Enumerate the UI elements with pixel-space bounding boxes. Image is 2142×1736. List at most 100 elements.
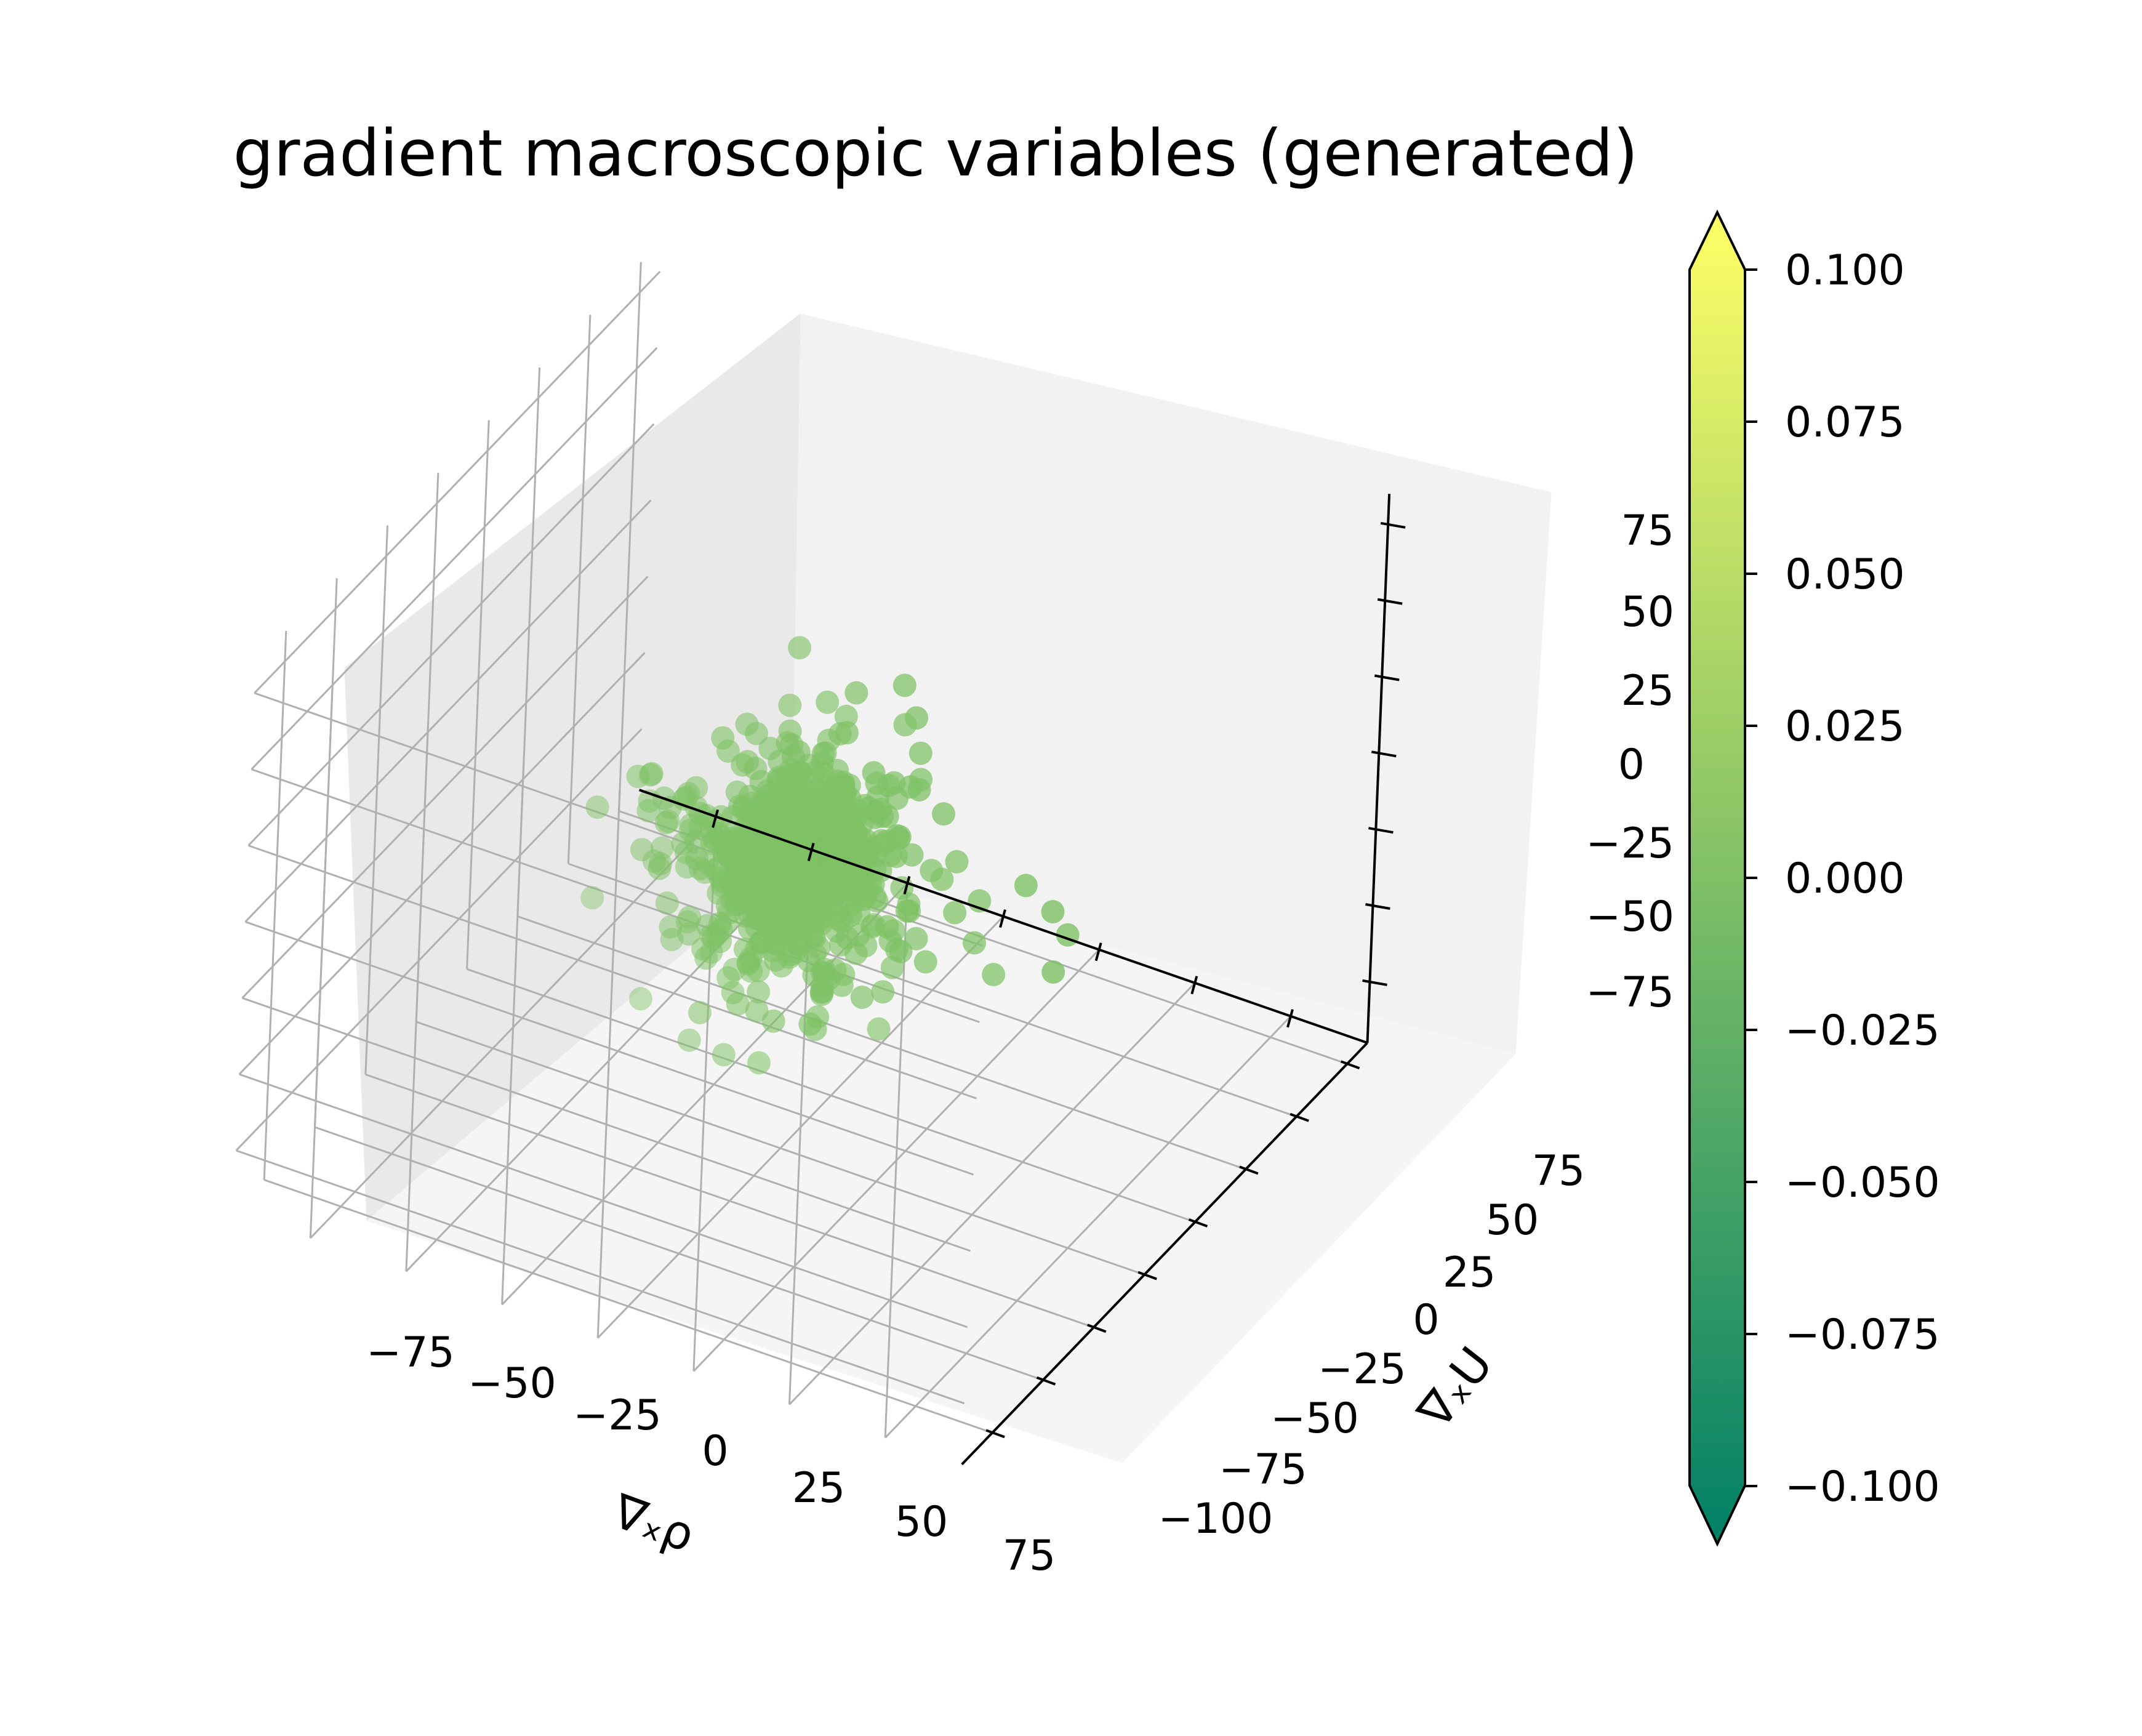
data-point [744,757,768,781]
z-axis-line [1366,494,1391,1043]
data-point [712,840,736,864]
x-tick [903,875,911,895]
data-point [932,802,955,826]
data-point [963,931,986,955]
data-point [731,798,755,822]
grid-line [248,845,977,1099]
data-point [628,987,652,1011]
y-tick-label: 75 [1532,1147,1586,1196]
z-tick-label: −75 [1586,968,1674,1017]
data-point [982,963,1006,987]
data-point [636,799,660,822]
grid-line [516,367,541,917]
data-point [943,901,967,925]
data-point [735,712,759,736]
grid-line [235,728,643,1151]
x-tick-label: 0 [702,1427,728,1476]
x-tick-label: −50 [468,1359,556,1408]
grid-line [364,525,388,1075]
y-tick [1087,1324,1107,1333]
data-point [747,980,771,1004]
data-point [863,885,887,909]
data-point [832,962,856,986]
z-tick [1371,750,1397,758]
z-tick-label: 75 [1621,507,1674,555]
x-axis-label: ∇ₓρ [606,1483,702,1562]
data-point [1014,874,1038,898]
data-point [885,786,909,810]
data-point [688,1001,712,1024]
grid-line [884,1015,1292,1439]
x-tick [1094,942,1102,962]
data-point [795,877,819,901]
x-tick [999,909,1006,928]
grid-line [314,578,338,1128]
grid-line [239,1073,968,1328]
colorbar-tick-label: 0.000 [1785,854,1905,903]
data-point [745,999,769,1023]
y-tick-label: −100 [1158,1495,1274,1543]
x-tick-label: −25 [573,1391,662,1440]
y-tick-label: −25 [1318,1345,1406,1394]
data-point [650,836,674,860]
data-point [659,915,683,939]
grid-line [415,473,439,1022]
grid-line [315,1126,1043,1381]
data-point [880,955,904,979]
data-point [642,849,666,873]
data-point [862,761,886,785]
grid-line [467,968,1195,1223]
data-point [745,936,769,960]
data-point [678,819,702,842]
y-tick-label: 25 [1443,1248,1496,1297]
data-point [850,811,874,835]
colorbar-tick-label: 0.100 [1785,246,1905,295]
data-point [945,850,969,874]
data-point [871,980,895,1004]
y-tick [985,1429,1005,1439]
data-point [920,859,944,883]
data-point [769,954,793,978]
colorbar-tick-label: −0.100 [1785,1463,1940,1511]
grid-line [254,270,661,694]
grid-line [241,576,649,999]
data-point [648,856,672,880]
data-point [867,1017,891,1041]
data-point [677,1028,701,1052]
data-point [1041,900,1065,923]
data-point [888,825,912,849]
grid-line [415,1021,1145,1276]
grid-line [517,915,1246,1170]
grid-line [242,997,971,1252]
z-tick-label: 50 [1621,588,1674,637]
data-point [813,741,837,765]
data-point [639,763,662,787]
data-point [675,855,699,879]
grid-line [263,1179,993,1434]
y-tick-label: 50 [1486,1196,1539,1245]
data-point [699,940,723,964]
x-tick [712,809,720,828]
z-tick [1374,674,1400,681]
z-tick-labels: −75 −50 −25 0 25 50 75 [1586,507,1674,1017]
data-point [656,809,680,833]
data-point [676,910,699,934]
y-tick-labels: −100 −75 −50 −25 0 25 50 75 [1158,1147,1586,1543]
grid-line [263,630,287,1180]
grid-line [247,423,655,846]
data-point [785,777,809,801]
z-tick [1380,521,1406,529]
data-point [890,876,914,900]
z-tick [1362,979,1387,986]
z-tick [1365,903,1390,910]
data-point [904,926,928,950]
x-tick-label: 50 [895,1498,949,1546]
z-tick-label: 0 [1618,741,1645,789]
x-tick-label: −75 [366,1328,455,1377]
data-point [716,739,740,763]
y-tick [1239,1165,1259,1175]
z-tick [1368,827,1394,834]
y-tick-label: −75 [1219,1445,1307,1494]
y-tick-label: −50 [1270,1394,1359,1443]
data-point [780,733,804,757]
